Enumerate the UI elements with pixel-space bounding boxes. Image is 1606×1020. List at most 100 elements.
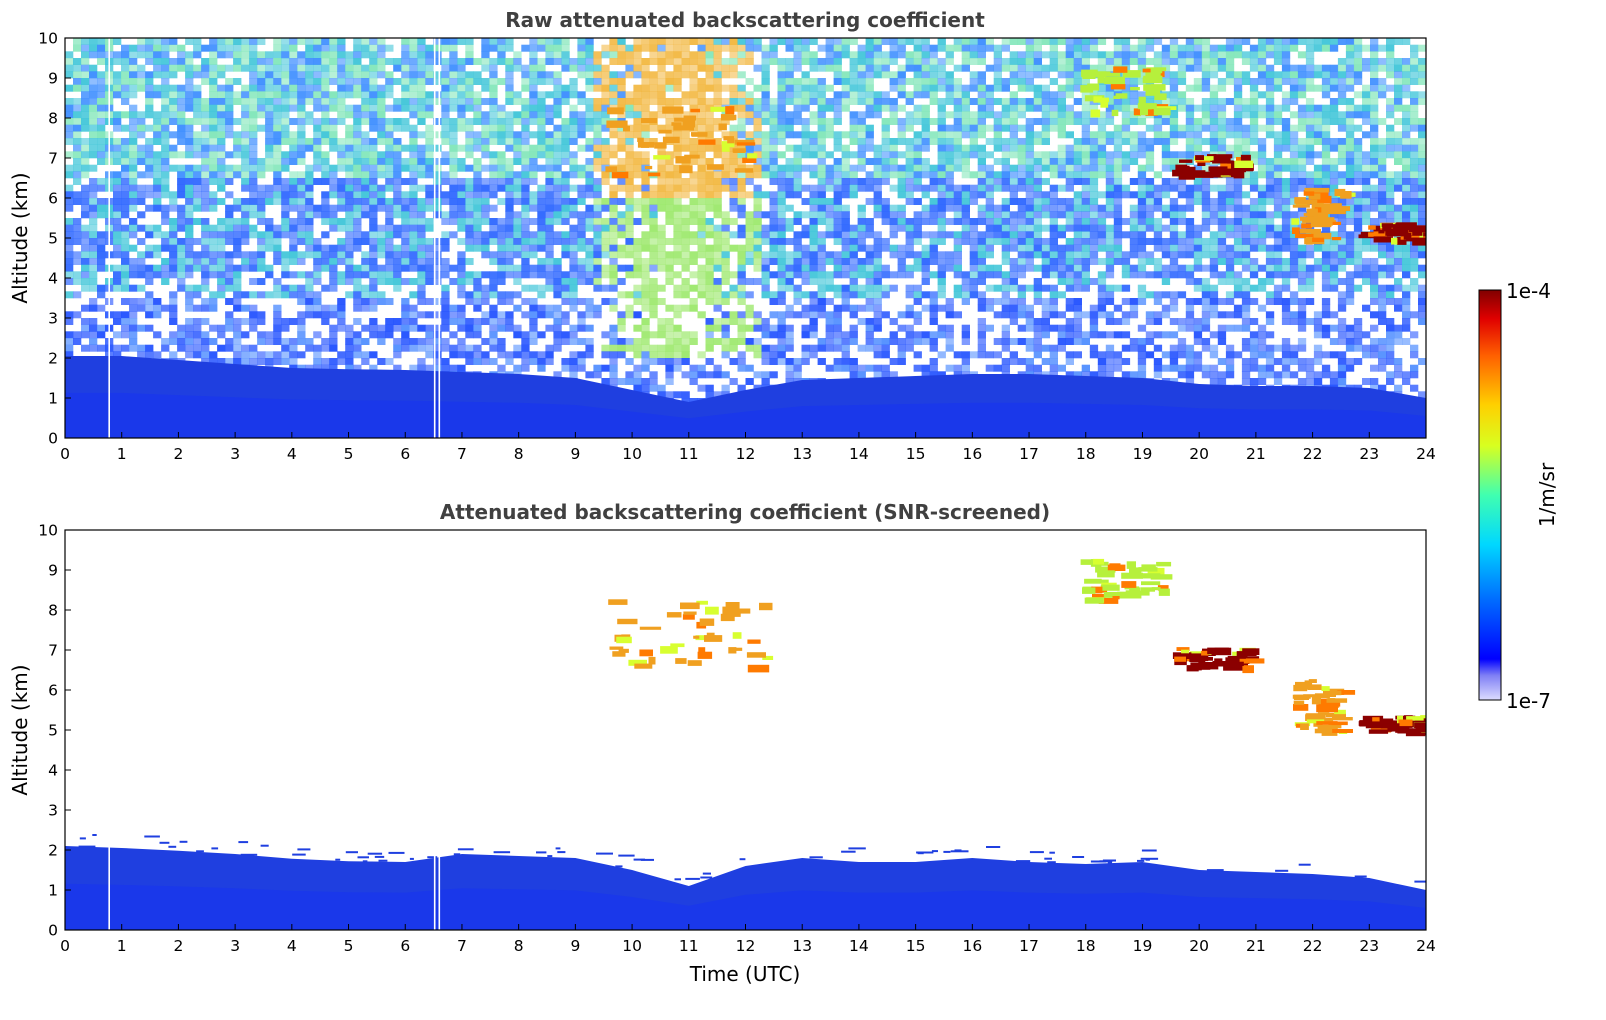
noise-cell <box>697 64 706 72</box>
noise-cell <box>73 64 82 72</box>
noise-cell <box>193 291 202 299</box>
noise-cell <box>649 124 658 132</box>
noise-cell <box>241 224 250 232</box>
noise-cell <box>521 264 530 272</box>
noise-cell <box>233 244 242 252</box>
noise-cell <box>233 138 242 145</box>
noise-cell <box>745 44 754 52</box>
noise-cell <box>305 144 314 152</box>
noise-cell <box>329 91 338 99</box>
noise-cell <box>481 238 490 245</box>
noise-cell <box>441 58 450 65</box>
noise-cell <box>121 258 130 265</box>
noise-cell <box>121 44 130 52</box>
noise-cell <box>649 284 658 292</box>
noise-cell <box>769 111 778 119</box>
noise-cell <box>537 98 546 105</box>
noise-cell <box>353 238 362 245</box>
noise-cell <box>881 178 890 185</box>
noise-cell <box>361 338 370 345</box>
noise-cell <box>537 218 546 225</box>
noise-cell <box>593 98 602 105</box>
noise-cell <box>809 171 818 179</box>
noise-cell <box>769 238 778 245</box>
noise-cell <box>145 191 154 199</box>
noise-cell <box>169 38 178 45</box>
noise-cell <box>209 84 218 92</box>
noise-cell <box>161 238 170 245</box>
noise-cell <box>841 331 850 339</box>
noise-cell <box>305 58 314 65</box>
noise-cell <box>369 244 378 252</box>
noise-cell <box>369 271 378 279</box>
noise-cell <box>305 238 314 245</box>
noise-cell <box>841 284 850 292</box>
noise-cell <box>809 264 818 272</box>
noise-cell <box>353 204 362 212</box>
noise-cell <box>377 164 386 172</box>
noise-cell <box>177 178 186 185</box>
noise-cell <box>753 158 762 165</box>
noise-cell <box>313 78 322 85</box>
noise-cell <box>193 64 202 72</box>
noise-cell <box>121 251 130 259</box>
noise-cell <box>769 224 778 232</box>
noise-cell <box>329 218 338 225</box>
noise-cell <box>849 238 858 245</box>
noise-cell <box>145 84 154 92</box>
noise-cell <box>537 104 546 112</box>
noise-cell <box>761 104 770 112</box>
noise-cell <box>633 371 642 379</box>
noise-cell <box>177 204 186 212</box>
noise-cell <box>409 344 418 352</box>
noise-cell <box>233 251 242 259</box>
noise-cell <box>841 271 850 279</box>
noise-cell <box>65 104 74 112</box>
noise-cell <box>817 124 826 132</box>
noise-cell <box>369 138 378 145</box>
noise-cell <box>633 198 642 205</box>
noise-cell <box>161 98 170 105</box>
noise-cell <box>793 231 802 239</box>
noise-cell <box>433 164 442 172</box>
noise-cell <box>569 271 578 279</box>
noise-cell <box>777 178 786 185</box>
noise-cell <box>961 278 970 285</box>
noise-cell <box>809 244 818 252</box>
noise-cell <box>657 184 666 192</box>
noise-cell <box>513 251 522 259</box>
noise-cell <box>369 158 378 165</box>
noise-cell <box>409 144 418 152</box>
noise-cell <box>161 58 170 65</box>
noise-cell <box>177 151 186 159</box>
noise-cell <box>145 58 154 65</box>
noise-cell <box>809 224 818 232</box>
noise-cell <box>433 131 442 139</box>
noise-cell <box>817 251 826 259</box>
noise-cell <box>73 231 82 239</box>
noise-cell <box>873 284 882 292</box>
noise-cell <box>129 191 138 199</box>
noise-cell <box>793 184 802 192</box>
noise-cell <box>129 144 138 152</box>
noise-cell <box>457 351 466 359</box>
noise-cell <box>577 38 586 45</box>
noise-cell <box>89 111 98 119</box>
noise-cell <box>129 78 138 85</box>
noise-cell <box>65 338 74 345</box>
noise-cell <box>913 318 922 325</box>
noise-cell <box>97 144 106 152</box>
noise-cell <box>865 124 874 132</box>
noise-cell <box>793 144 802 152</box>
noise-cell <box>537 164 546 172</box>
noise-cell <box>385 318 394 325</box>
noise-cell <box>793 211 802 219</box>
noise-cell <box>225 111 234 119</box>
noise-cell <box>641 284 650 292</box>
noise-cell <box>705 198 714 205</box>
noise-cell <box>801 224 810 232</box>
noise-cell <box>737 171 746 179</box>
noise-cell <box>361 324 370 332</box>
noise-cell <box>713 91 722 99</box>
noise-cell <box>913 311 922 319</box>
